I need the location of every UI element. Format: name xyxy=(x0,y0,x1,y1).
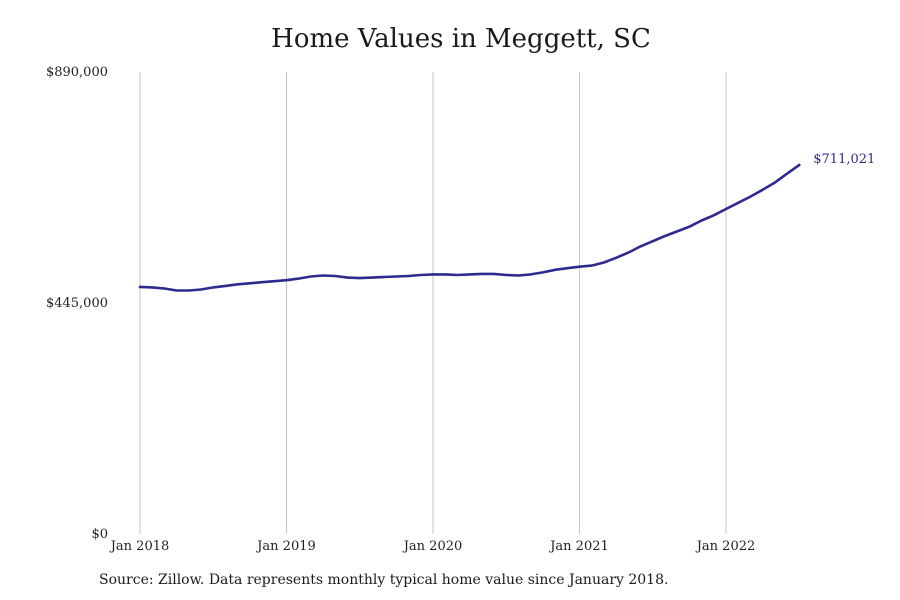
x-tick-label: Jan 2022 xyxy=(695,539,756,554)
source-note: Source: Zillow. Data represents monthly … xyxy=(99,572,669,588)
x-tick-label: Jan 2021 xyxy=(548,539,609,554)
x-tick-label: Jan 2019 xyxy=(255,539,316,554)
y-tick-label: $445,000 xyxy=(46,296,108,311)
y-tick-label: $890,000 xyxy=(46,65,108,80)
y-axis-ticks: $0 $445,000 $890,000 xyxy=(46,65,108,542)
y-tick-label: $0 xyxy=(91,527,108,542)
series-line xyxy=(138,163,801,292)
grid-lines xyxy=(139,72,727,534)
x-axis-ticks: Jan 2018 Jan 2019 Jan 2020 Jan 2021 Jan 2022 xyxy=(109,539,756,554)
series-layer: $711,021 xyxy=(138,152,875,292)
x-tick-label: Jan 2020 xyxy=(402,539,463,554)
chart-title: Home Values in Meggett, SC xyxy=(271,24,651,54)
series-end-label: $711,021 xyxy=(813,152,875,167)
x-tick-label: Jan 2018 xyxy=(109,539,170,554)
